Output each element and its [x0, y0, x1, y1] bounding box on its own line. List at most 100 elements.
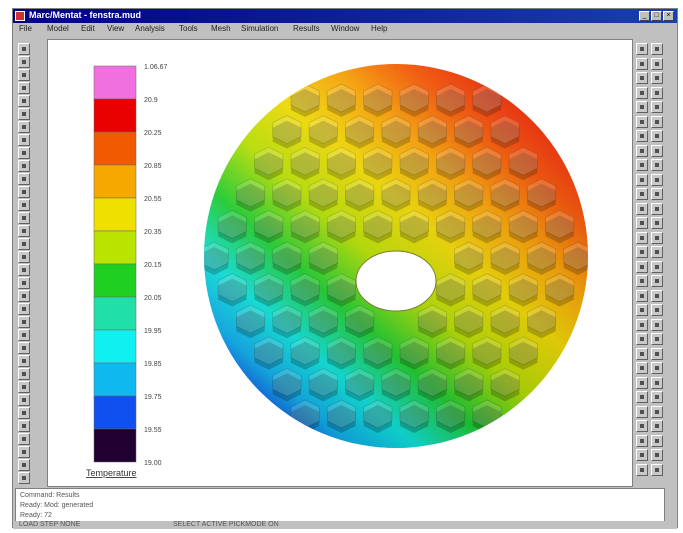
tool-icon[interactable] — [651, 333, 663, 345]
tool-icon[interactable] — [636, 405, 648, 418]
tool-icon[interactable] — [636, 376, 648, 389]
tool-icon[interactable] — [651, 260, 663, 273]
tool-icon[interactable] — [651, 376, 663, 389]
tool-icon[interactable] — [651, 72, 663, 84]
tool-icon[interactable] — [651, 347, 663, 360]
tool-icon[interactable] — [651, 130, 663, 142]
tool-icon[interactable] — [18, 290, 30, 302]
menu-edit[interactable]: Edit — [81, 24, 95, 33]
tool-icon[interactable] — [18, 316, 30, 328]
tool-icon[interactable] — [636, 449, 648, 461]
tool-icon[interactable] — [18, 238, 30, 250]
command-console[interactable]: Command: Results Ready: Mod: generated R… — [15, 488, 665, 522]
tool-icon[interactable] — [18, 342, 30, 354]
tool-icon[interactable] — [651, 463, 663, 476]
menu-help[interactable]: Help — [371, 24, 388, 33]
tool-icon[interactable] — [636, 202, 648, 215]
tool-icon[interactable] — [18, 381, 30, 393]
tool-icon[interactable] — [18, 407, 30, 419]
menu-model[interactable]: Model — [47, 24, 69, 33]
tool-icon[interactable] — [636, 188, 648, 200]
tool-icon[interactable] — [651, 246, 663, 258]
model-viewport[interactable]: 1.06.67 20.9 20.25 20.85 20.55 20.35 20.15 20.0… — [47, 39, 633, 487]
menu-simulation[interactable]: Simulation — [241, 24, 279, 33]
tool-icon[interactable] — [651, 434, 663, 447]
tool-icon[interactable] — [636, 130, 648, 142]
tool-icon[interactable] — [636, 86, 648, 99]
tool-icon[interactable] — [636, 246, 648, 258]
tool-icon[interactable] — [636, 43, 648, 55]
menu-mesh[interactable]: Mesh — [211, 24, 231, 33]
tool-icon[interactable] — [636, 289, 648, 302]
tool-icon[interactable] — [18, 147, 30, 159]
app-icon[interactable] — [15, 11, 25, 21]
tool-icon[interactable] — [651, 188, 663, 200]
tool-icon[interactable] — [636, 362, 648, 374]
tool-icon[interactable] — [651, 275, 663, 287]
tool-icon[interactable] — [18, 433, 30, 445]
tool-icon[interactable] — [636, 391, 648, 403]
tool-icon[interactable] — [18, 303, 30, 315]
tool-icon[interactable] — [636, 347, 648, 360]
tool-icon[interactable] — [18, 446, 30, 458]
tool-icon[interactable] — [18, 160, 30, 172]
tool-icon[interactable] — [18, 199, 30, 211]
tool-icon[interactable] — [18, 121, 30, 133]
menu-file[interactable]: File — [19, 24, 32, 33]
tool-icon[interactable] — [18, 459, 30, 471]
tool-icon[interactable] — [636, 434, 648, 447]
tool-icon[interactable] — [18, 225, 30, 237]
tool-icon[interactable] — [636, 217, 648, 229]
tool-icon[interactable] — [18, 472, 30, 484]
tool-icon[interactable] — [636, 57, 648, 70]
tool-icon[interactable] — [651, 391, 663, 403]
tool-icon[interactable] — [651, 217, 663, 229]
tool-icon[interactable] — [636, 231, 648, 244]
tool-icon[interactable] — [18, 43, 30, 55]
tool-icon[interactable] — [18, 394, 30, 406]
menu-results[interactable]: Results — [293, 24, 320, 33]
tool-icon[interactable] — [636, 420, 648, 432]
menu-view[interactable]: View — [107, 24, 125, 33]
tool-icon[interactable] — [18, 251, 30, 263]
menu-window[interactable]: Window — [331, 24, 360, 33]
tool-icon[interactable] — [636, 173, 648, 186]
tool-icon[interactable] — [636, 333, 648, 345]
tool-icon[interactable] — [636, 144, 648, 157]
tool-icon[interactable] — [636, 304, 648, 316]
tool-icon[interactable] — [636, 72, 648, 84]
tool-icon[interactable] — [18, 69, 30, 81]
tool-icon[interactable] — [651, 101, 663, 113]
tool-icon[interactable] — [636, 260, 648, 273]
tool-icon[interactable] — [651, 115, 663, 128]
tool-icon[interactable] — [18, 82, 30, 94]
tool-icon[interactable] — [651, 202, 663, 215]
tool-icon[interactable] — [651, 449, 663, 461]
tool-icon[interactable] — [18, 368, 30, 380]
tool-icon[interactable] — [18, 134, 30, 146]
tool-icon[interactable] — [636, 159, 648, 171]
tool-icon[interactable] — [651, 57, 663, 70]
tool-icon[interactable] — [18, 420, 30, 432]
minimize-button[interactable]: _ — [639, 11, 650, 21]
tool-icon[interactable] — [18, 95, 30, 107]
maximize-button[interactable]: □ — [651, 11, 662, 21]
tool-icon[interactable] — [18, 56, 30, 68]
tool-icon[interactable] — [18, 212, 30, 224]
tool-icon[interactable] — [18, 108, 30, 120]
tool-icon[interactable] — [651, 231, 663, 244]
tool-icon[interactable] — [636, 101, 648, 113]
tool-icon[interactable] — [18, 264, 30, 276]
tool-icon[interactable] — [18, 355, 30, 367]
tool-icon[interactable] — [18, 329, 30, 341]
tool-icon[interactable] — [651, 420, 663, 432]
tool-icon[interactable] — [651, 159, 663, 171]
tool-icon[interactable] — [18, 173, 30, 185]
tool-icon[interactable] — [651, 289, 663, 302]
tool-icon[interactable] — [636, 463, 648, 476]
tool-icon[interactable] — [651, 362, 663, 374]
tool-icon[interactable] — [18, 186, 30, 198]
tool-icon[interactable] — [651, 144, 663, 157]
tool-icon[interactable] — [651, 173, 663, 186]
tool-icon[interactable] — [651, 318, 663, 331]
